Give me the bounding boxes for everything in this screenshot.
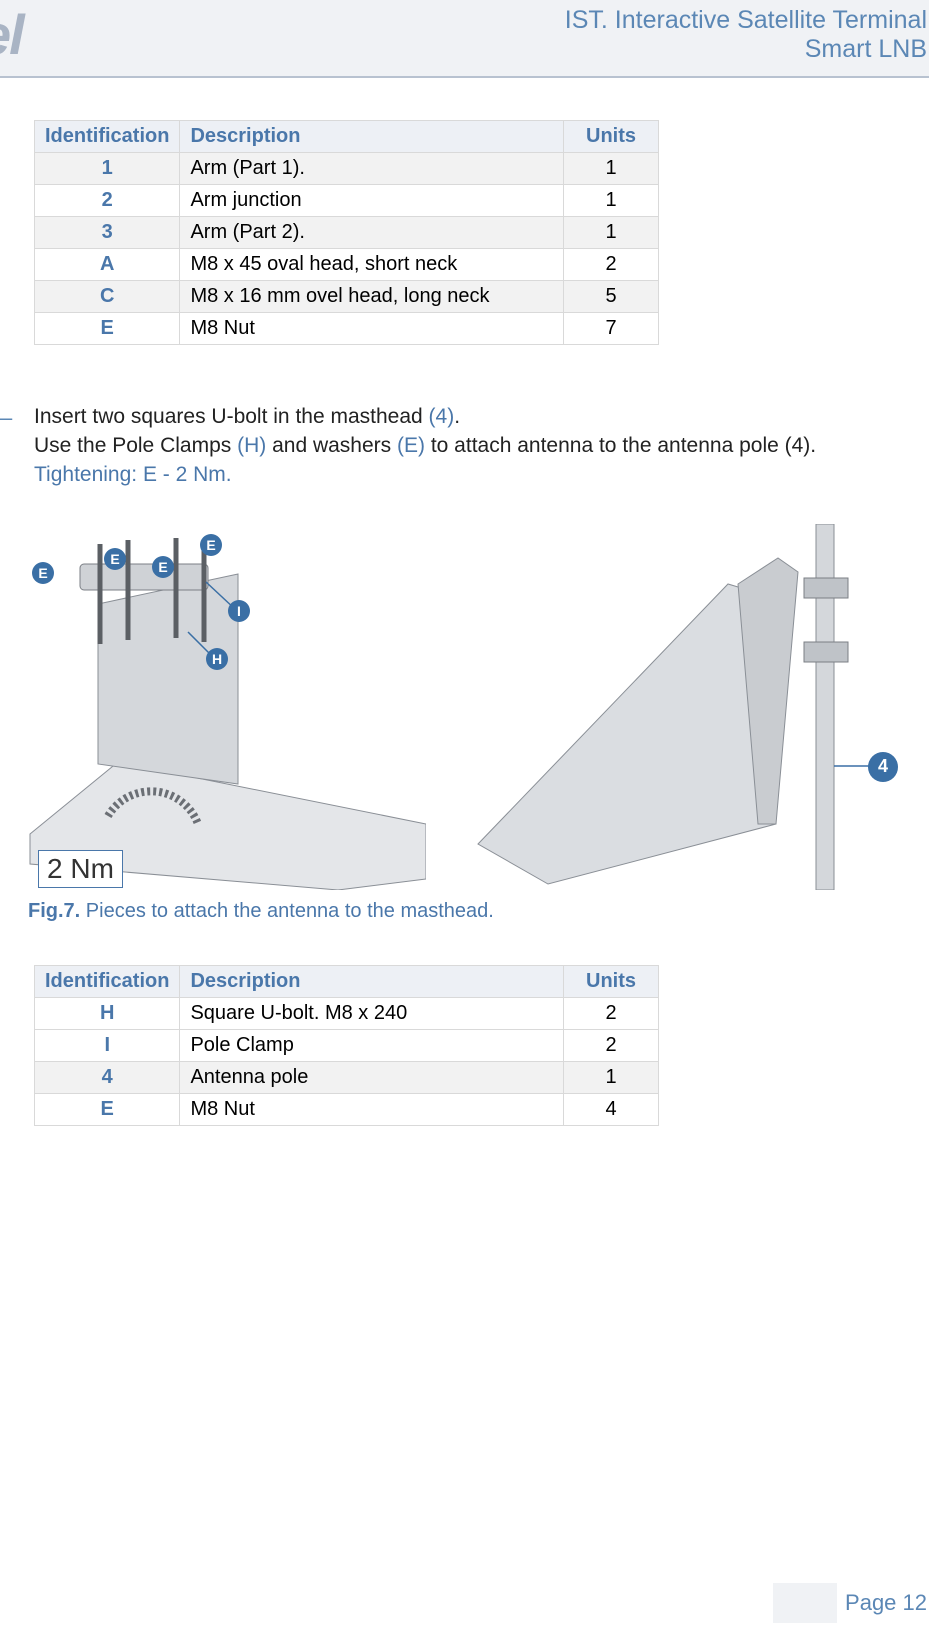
instr-seg: and washers [266, 434, 397, 457]
col-units: Units [564, 965, 659, 997]
page-footer: Page 12 [773, 1583, 927, 1623]
cell-identification: C [35, 281, 180, 313]
callout-e: E [32, 562, 54, 584]
col-identification: Identification [35, 121, 180, 153]
cell-identification: E [35, 313, 180, 345]
table-row: CM8 x 16 mm ovel head, long neck5 [35, 281, 659, 313]
instr-seg: Insert two squares U-bolt in the masthea… [34, 405, 429, 428]
cell-description: Arm (Part 1). [180, 153, 564, 185]
header-titles: IST. Interactive Satellite Terminal Smar… [565, 6, 929, 64]
table-row: 1Arm (Part 1).1 [35, 153, 659, 185]
cell-identification: 1 [35, 153, 180, 185]
ref-washers-e: (E) [397, 434, 425, 457]
figure-caption-text: Pieces to attach the antenna to the mast… [80, 900, 494, 922]
cell-description: Arm (Part 2). [180, 217, 564, 249]
table-row: 3Arm (Part 2).1 [35, 217, 659, 249]
page-number: Page 12 [837, 1590, 927, 1616]
cell-units: 5 [564, 281, 659, 313]
callout-h: H [206, 648, 228, 670]
parts-table-1: Identification Description Units 1Arm (P… [34, 120, 659, 345]
torque-spec-box: 2 Nm [38, 850, 123, 888]
cell-description: M8 Nut [180, 313, 564, 345]
cell-units: 2 [564, 249, 659, 281]
bullet-dash-icon: – [0, 403, 12, 433]
table-row: 4Antenna pole1 [35, 1061, 659, 1093]
parts-table-1-body: 1Arm (Part 1).12Arm junction13Arm (Part … [35, 153, 659, 345]
col-description: Description [180, 121, 564, 153]
assembly-close-up-illustration [28, 524, 426, 890]
cell-identification: H [35, 997, 180, 1029]
cell-units: 1 [564, 217, 659, 249]
table-row: IPole Clamp2 [35, 1029, 659, 1061]
cell-identification: A [35, 249, 180, 281]
cell-identification: 2 [35, 185, 180, 217]
cell-identification: 4 [35, 1061, 180, 1093]
header-band: el IST. Interactive Satellite Terminal S… [0, 0, 929, 78]
callout-e: E [200, 534, 222, 556]
cell-description: Square U-bolt. M8 x 240 [180, 997, 564, 1029]
ref-masthead-4: (4) [429, 405, 455, 428]
instr-seg: to attach antenna to the antenna pole (4… [425, 434, 816, 457]
instr-seg: . [454, 405, 460, 428]
cell-units: 4 [564, 1093, 659, 1125]
figure-number: Fig.7. [28, 900, 80, 922]
cell-description: Pole Clamp [180, 1029, 564, 1061]
cell-units: 2 [564, 997, 659, 1029]
footer-bar [773, 1583, 837, 1623]
cell-identification: 3 [35, 217, 180, 249]
figure-right: 4 [438, 524, 898, 890]
antenna-on-pole-illustration [438, 524, 898, 890]
cell-description: Arm junction [180, 185, 564, 217]
doc-title-line2: Smart LNB [565, 35, 927, 64]
col-description: Description [180, 965, 564, 997]
cell-units: 7 [564, 313, 659, 345]
table-row: EM8 Nut7 [35, 313, 659, 345]
callout-pole-4: 4 [868, 752, 898, 782]
cell-units: 2 [564, 1029, 659, 1061]
table-row: 2Arm junction1 [35, 185, 659, 217]
callout-e: E [104, 548, 126, 570]
cell-description: M8 x 16 mm ovel head, long neck [180, 281, 564, 313]
table-row: EM8 Nut4 [35, 1093, 659, 1125]
instruction-text: Insert two squares U-bolt in the masthea… [34, 403, 927, 490]
logo-fragment: el [0, 2, 23, 67]
cell-units: 1 [564, 1061, 659, 1093]
figure-left: E E E E I H 2 Nm [28, 524, 426, 890]
col-identification: Identification [35, 965, 180, 997]
cell-units: 1 [564, 153, 659, 185]
parts-table-2: Identification Description Units HSquare… [34, 965, 659, 1126]
col-units: Units [564, 121, 659, 153]
cell-description: M8 Nut [180, 1093, 564, 1125]
table-row: HSquare U-bolt. M8 x 2402 [35, 997, 659, 1029]
instruction-block: – Insert two squares U-bolt in the masth… [28, 403, 927, 490]
figure-caption: Fig.7. Pieces to attach the antenna to t… [28, 900, 927, 923]
cell-units: 1 [564, 185, 659, 217]
instr-seg: Use the Pole Clamps [34, 434, 237, 457]
doc-title-line1: IST. Interactive Satellite Terminal [565, 6, 927, 35]
callout-i: I [228, 600, 250, 622]
callout-e: E [152, 556, 174, 578]
cell-identification: I [35, 1029, 180, 1061]
figure-row: E E E E I H 2 Nm 4 [28, 524, 927, 890]
cell-description: M8 x 45 oval head, short neck [180, 249, 564, 281]
page-content: Identification Description Units 1Arm (P… [28, 120, 927, 1126]
table-row: AM8 x 45 oval head, short neck2 [35, 249, 659, 281]
cell-identification: E [35, 1093, 180, 1125]
parts-table-2-body: HSquare U-bolt. M8 x 2402IPole Clamp24An… [35, 997, 659, 1125]
ref-pole-clamps-h: (H) [237, 434, 266, 457]
tightening-spec: Tightening: E - 2 Nm. [34, 463, 232, 486]
cell-description: Antenna pole [180, 1061, 564, 1093]
